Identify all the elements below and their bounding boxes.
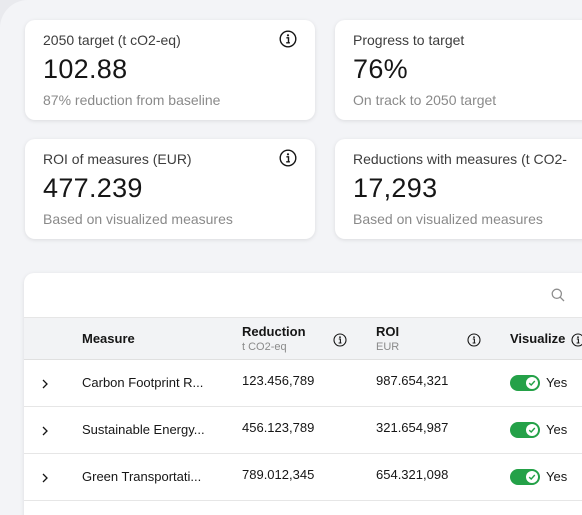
- kpi-subtext: 87% reduction from baseline: [43, 92, 221, 108]
- kpi-subtext: On track to 2050 target: [353, 92, 497, 108]
- visualize-toggle[interactable]: [510, 375, 540, 391]
- kpi-label: 2050 target (t cO2-eq): [43, 32, 181, 48]
- chevron-right-icon[interactable]: [40, 378, 50, 390]
- roi-value: 654.321,098: [376, 467, 449, 482]
- kpi-value: 477.239: [43, 173, 143, 203]
- check-icon: [528, 427, 536, 433]
- column-header-label: ROI: [376, 324, 400, 339]
- column-header-unit: t CO2-eq: [242, 341, 287, 353]
- info-icon[interactable]: [279, 149, 297, 167]
- toggle-knob: [526, 377, 538, 389]
- column-header-roi[interactable]: ROI EUR: [376, 324, 399, 353]
- visualize-toggle[interactable]: [510, 422, 540, 438]
- column-header-label: Measure: [82, 331, 135, 346]
- column-header-reduction[interactable]: Reduction t CO2-eq: [242, 324, 306, 353]
- column-header-measure[interactable]: Measure: [82, 331, 135, 346]
- visualize-label: Yes: [546, 422, 568, 437]
- toggle-knob: [526, 471, 538, 483]
- roi-value: 321.654,987: [376, 420, 449, 435]
- measure-name: Sustainable Energy...: [82, 422, 205, 437]
- kpi-card-progress: Progress to target 76% On track to 2050 …: [335, 20, 582, 120]
- measures-table: Measure Reduction t CO2-eq ROI EUR V: [24, 273, 582, 515]
- measure-name: Green Transportati...: [82, 469, 202, 484]
- info-icon[interactable]: [279, 30, 297, 48]
- check-icon: [528, 380, 536, 386]
- table-row[interactable]: Sustainable Energy... 456.123,789 321.65…: [24, 407, 582, 454]
- roi-value: 987.654,321: [376, 373, 449, 388]
- table-row[interactable]: Green Transportati... 789.012,345 654.32…: [24, 454, 582, 501]
- reduction-value: 789.012,345: [242, 467, 315, 482]
- chevron-right-icon[interactable]: [40, 472, 50, 484]
- chevron-right-icon[interactable]: [40, 425, 50, 437]
- reduction-value: 123.456,789: [242, 373, 315, 388]
- toggle-knob: [526, 424, 538, 436]
- info-icon[interactable]: [333, 333, 347, 347]
- table-header: Measure Reduction t CO2-eq ROI EUR V: [24, 317, 582, 360]
- kpi-card-2050-target: 2050 target (t cO2-eq) 102.88 87% reduct…: [25, 20, 315, 120]
- visualize-label: Yes: [546, 469, 568, 484]
- measure-name: Carbon Footprint R...: [82, 375, 204, 390]
- column-header-visualize[interactable]: Visualize: [510, 331, 565, 346]
- kpi-value: 17,293: [353, 173, 438, 203]
- table-toolbar: [24, 273, 582, 317]
- table-row[interactable]: Carbon Footprint R... 123.456,789 987.65…: [24, 360, 582, 407]
- kpi-card-reductions: Reductions with measures (t CO2- 17,293 …: [335, 139, 582, 239]
- check-icon: [528, 474, 536, 480]
- visualize-toggle[interactable]: [510, 469, 540, 485]
- column-header-label: Visualize: [510, 331, 566, 346]
- visualize-label: Yes: [546, 375, 568, 390]
- column-header-label: Reduction: [242, 324, 306, 339]
- kpi-value: 76%: [353, 54, 408, 84]
- info-icon[interactable]: [571, 333, 582, 347]
- kpi-label: Progress to target: [353, 32, 465, 48]
- search-icon[interactable]: [551, 288, 565, 302]
- info-icon[interactable]: [467, 333, 481, 347]
- kpi-card-roi: ROI of measures (EUR) 477.239 Based on v…: [25, 139, 315, 239]
- kpi-label: ROI of measures (EUR): [43, 151, 192, 167]
- kpi-label: Reductions with measures (t CO2-: [353, 151, 567, 167]
- kpi-subtext: Based on visualized measures: [43, 211, 233, 227]
- kpi-value: 102.88: [43, 54, 128, 84]
- reduction-value: 456.123,789: [242, 420, 315, 435]
- column-header-unit: EUR: [376, 341, 400, 353]
- kpi-subtext: Based on visualized measures: [353, 211, 543, 227]
